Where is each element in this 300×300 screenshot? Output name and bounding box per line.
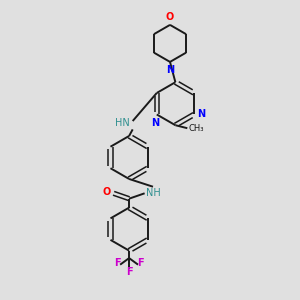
Text: CH₃: CH₃: [189, 124, 204, 133]
Text: O: O: [166, 12, 174, 22]
Text: F: F: [126, 266, 132, 277]
Text: NH: NH: [146, 188, 161, 198]
Text: F: F: [114, 259, 121, 269]
Text: N: N: [151, 118, 159, 128]
Text: N: N: [198, 110, 206, 119]
Text: F: F: [137, 259, 144, 269]
Text: O: O: [102, 188, 111, 197]
Text: HN: HN: [115, 118, 130, 128]
Text: N: N: [166, 65, 174, 75]
